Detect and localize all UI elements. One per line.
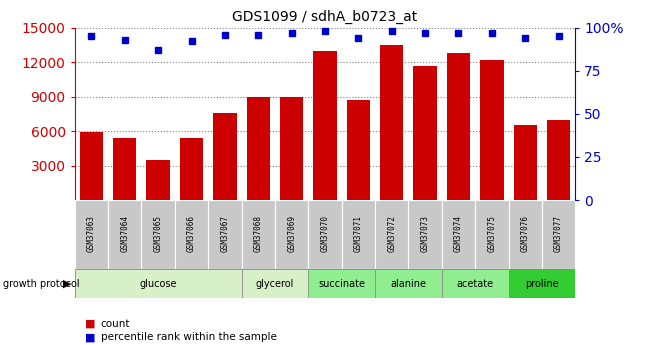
Text: GSM37069: GSM37069 xyxy=(287,215,296,252)
Text: acetate: acetate xyxy=(456,279,494,289)
Text: GSM37076: GSM37076 xyxy=(521,215,530,252)
FancyBboxPatch shape xyxy=(108,200,142,269)
Bar xyxy=(514,125,537,200)
FancyBboxPatch shape xyxy=(308,200,342,269)
Text: GSM37063: GSM37063 xyxy=(87,215,96,252)
FancyBboxPatch shape xyxy=(75,269,242,298)
Bar xyxy=(213,113,237,200)
Text: GSM37066: GSM37066 xyxy=(187,215,196,252)
Bar xyxy=(246,97,270,200)
FancyBboxPatch shape xyxy=(442,200,475,269)
FancyBboxPatch shape xyxy=(242,269,308,298)
Bar xyxy=(413,66,437,200)
Text: GSM37068: GSM37068 xyxy=(254,215,263,252)
Text: GSM37075: GSM37075 xyxy=(488,215,497,252)
Text: proline: proline xyxy=(525,279,559,289)
Bar xyxy=(547,120,570,200)
Text: GSM37072: GSM37072 xyxy=(387,215,396,252)
Bar xyxy=(480,60,504,200)
Text: GSM37070: GSM37070 xyxy=(320,215,330,252)
Text: GSM37067: GSM37067 xyxy=(220,215,229,252)
Text: GSM37064: GSM37064 xyxy=(120,215,129,252)
Text: ▶: ▶ xyxy=(63,279,72,289)
Bar xyxy=(346,100,370,200)
FancyBboxPatch shape xyxy=(475,200,508,269)
Text: count: count xyxy=(101,319,130,328)
Text: ■: ■ xyxy=(84,319,95,328)
FancyBboxPatch shape xyxy=(542,200,575,269)
FancyBboxPatch shape xyxy=(275,200,308,269)
Text: GSM37065: GSM37065 xyxy=(153,215,162,252)
FancyBboxPatch shape xyxy=(375,269,442,298)
FancyBboxPatch shape xyxy=(442,269,508,298)
Bar xyxy=(146,160,170,200)
Text: GSM37071: GSM37071 xyxy=(354,215,363,252)
FancyBboxPatch shape xyxy=(208,200,242,269)
FancyBboxPatch shape xyxy=(175,200,208,269)
Text: GDS1099 / sdhA_b0723_at: GDS1099 / sdhA_b0723_at xyxy=(233,10,417,24)
Bar xyxy=(313,51,337,200)
Bar xyxy=(380,45,404,200)
FancyBboxPatch shape xyxy=(242,200,275,269)
Text: glucose: glucose xyxy=(139,279,177,289)
Text: glycerol: glycerol xyxy=(255,279,294,289)
Text: GSM37073: GSM37073 xyxy=(421,215,430,252)
FancyBboxPatch shape xyxy=(508,269,575,298)
Bar xyxy=(280,97,304,200)
Text: ■: ■ xyxy=(84,333,95,342)
Text: GSM37074: GSM37074 xyxy=(454,215,463,252)
Text: growth protocol: growth protocol xyxy=(3,279,80,289)
FancyBboxPatch shape xyxy=(508,200,542,269)
FancyBboxPatch shape xyxy=(75,200,108,269)
Text: alanine: alanine xyxy=(391,279,426,289)
Text: GSM37077: GSM37077 xyxy=(554,215,563,252)
FancyBboxPatch shape xyxy=(308,269,375,298)
Bar xyxy=(113,138,136,200)
Bar xyxy=(447,53,470,200)
FancyBboxPatch shape xyxy=(408,200,442,269)
FancyBboxPatch shape xyxy=(375,200,408,269)
Bar xyxy=(80,132,103,200)
FancyBboxPatch shape xyxy=(342,200,375,269)
Text: percentile rank within the sample: percentile rank within the sample xyxy=(101,333,277,342)
Bar xyxy=(180,138,203,200)
FancyBboxPatch shape xyxy=(142,200,175,269)
Text: succinate: succinate xyxy=(318,279,365,289)
